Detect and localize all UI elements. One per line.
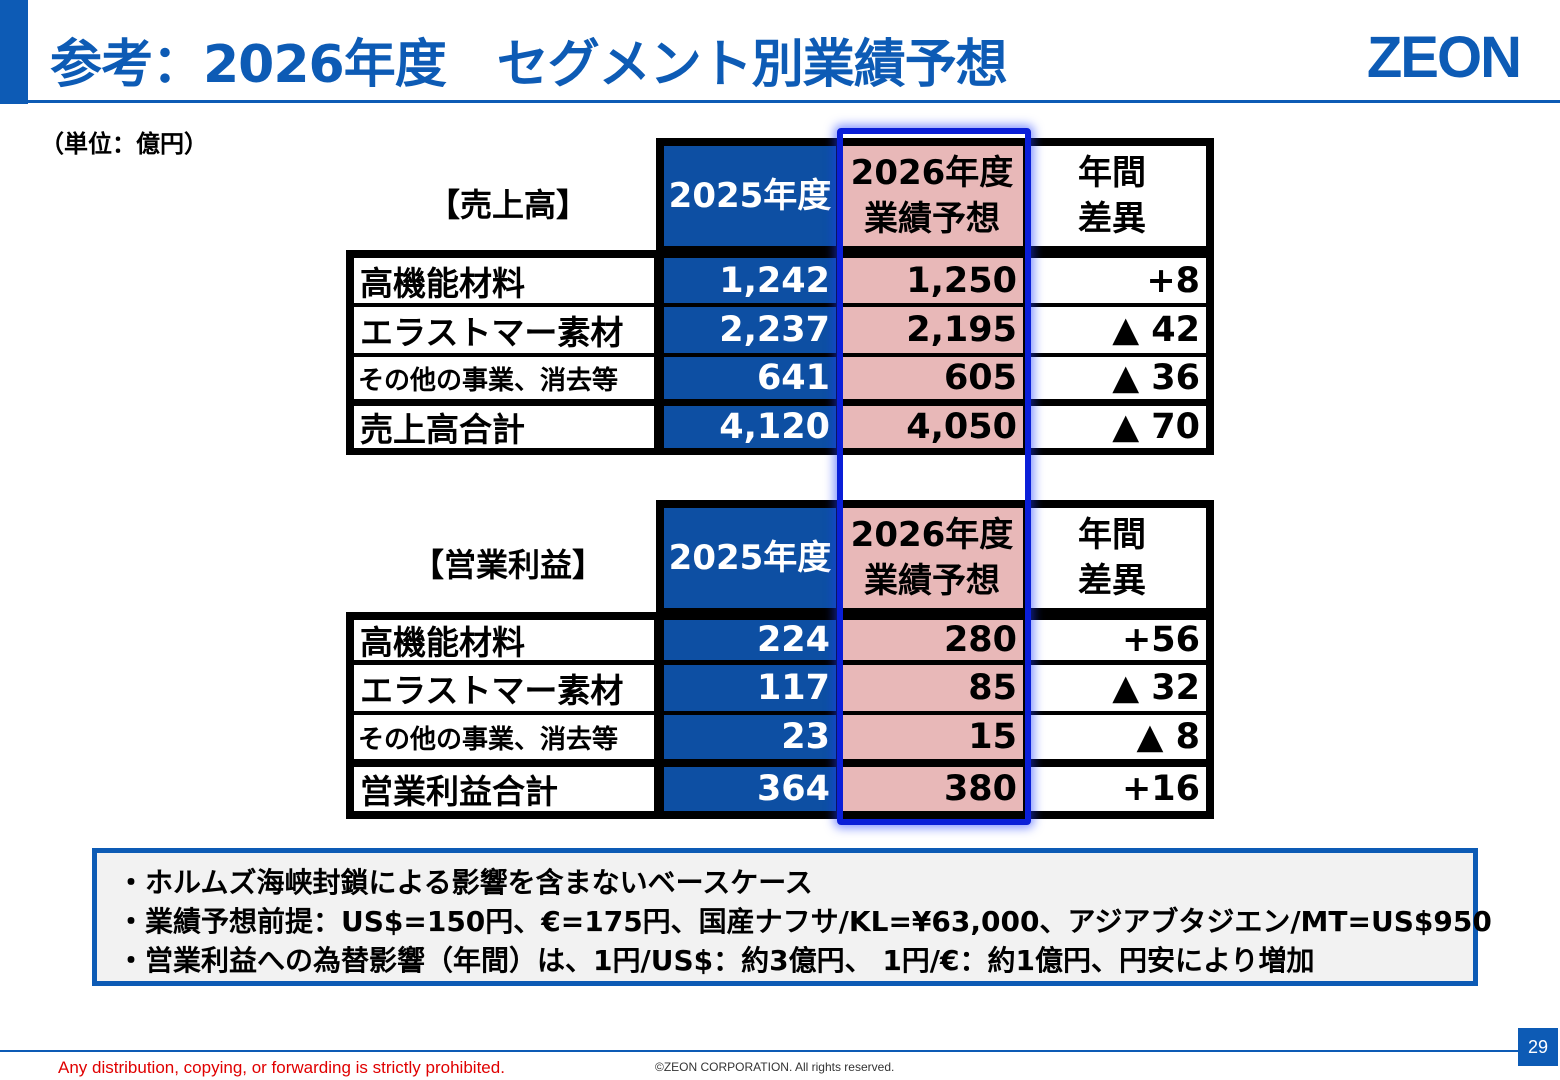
page-number: 29 xyxy=(1518,1028,1558,1066)
sales-row-diff: +8 xyxy=(1030,258,1206,303)
note-line: ・営業利益への為替影響（年間）は、1円/US$：約3億円、 1円/€：約1億円、… xyxy=(117,944,1315,977)
op-income-row-forecast: 85 xyxy=(841,665,1023,711)
sales-row-label: 高機能材料 xyxy=(354,258,654,303)
footer-divider xyxy=(0,1050,1520,1052)
op-income-row-prev: 117 xyxy=(664,665,836,711)
page-title: 参考：2026年度 セグメント別業績予想 xyxy=(50,35,1008,95)
sales-row-prev: 1,242 xyxy=(664,258,836,303)
sales-row-prev: 641 xyxy=(664,357,836,399)
op-income-header-forecast: 2026年度 業績予想 xyxy=(841,508,1023,608)
op-income-row-diff: ▲ 32 xyxy=(1030,665,1206,711)
op-income-row-prev: 23 xyxy=(664,715,836,759)
sales-row-forecast: 1,250 xyxy=(841,258,1023,303)
op-income-section-label: 【営業利益】 xyxy=(412,546,605,584)
assumptions-note-box: ・ホルムズ海峡封鎖による影響を含まないベースケース ・業績予想前提：US$=15… xyxy=(92,848,1492,986)
op-income-row-prev: 224 xyxy=(664,620,836,660)
copyright: ©ZEON CORPORATION. All rights reserved. xyxy=(655,1060,895,1074)
op-income-row-label: 高機能材料 xyxy=(354,620,654,662)
sales-total-label: 売上高合計 xyxy=(354,406,654,449)
title-accent-bar xyxy=(0,0,28,104)
note-line: ・ホルムズ海峡封鎖による影響を含まないベースケース xyxy=(117,866,813,899)
op-income-total-label: 営業利益合計 xyxy=(354,767,654,811)
op-income-total-diff: +16 xyxy=(1030,767,1206,811)
note-line: ・業績予想前提：US$=150円、€=175円、国産ナフサ/KL=¥63,000… xyxy=(117,905,1492,938)
op-income-header-prev: 2025年度 xyxy=(664,508,836,608)
sales-row-forecast: 605 xyxy=(841,357,1023,399)
op-income-row-forecast: 280 xyxy=(841,620,1023,660)
sales-row-diff: ▲ 36 xyxy=(1030,357,1206,399)
sales-header-forecast: 2026年度 業績予想 xyxy=(841,146,1023,246)
op-income-row-label: その他の事業、消去等 xyxy=(354,715,654,759)
sales-row-prev: 2,237 xyxy=(664,307,836,353)
sales-header-prev: 2025年度 xyxy=(664,146,836,246)
op-income-header-diff: 年間 差異 xyxy=(1030,508,1206,608)
op-income-row-diff: ▲ 8 xyxy=(1030,715,1206,759)
op-income-row-forecast: 15 xyxy=(841,715,1023,759)
sales-row-label: エラストマー素材 xyxy=(354,307,654,353)
op-income-total-prev: 364 xyxy=(664,767,836,811)
unit-note: （単位：億円） xyxy=(40,130,208,158)
sales-total-prev: 4,120 xyxy=(664,406,836,448)
sales-total-diff: ▲ 70 xyxy=(1030,406,1206,448)
zeon-logo: ZEON xyxy=(1366,25,1522,90)
op-income-row-label: エラストマー素材 xyxy=(354,665,654,711)
op-income-row-diff: +56 xyxy=(1030,620,1206,660)
sales-row-diff: ▲ 42 xyxy=(1030,307,1206,353)
distribution-warning: Any distribution, copying, or forwarding… xyxy=(58,1058,505,1077)
sales-total-forecast: 4,050 xyxy=(841,406,1023,448)
title-divider xyxy=(0,100,1560,103)
sales-row-label: その他の事業、消去等 xyxy=(354,357,654,399)
sales-row-forecast: 2,195 xyxy=(841,307,1023,353)
op-income-total-forecast: 380 xyxy=(841,767,1023,811)
sales-section-label: 【売上高】 xyxy=(428,186,589,224)
sales-header-diff: 年間 差異 xyxy=(1030,146,1206,246)
